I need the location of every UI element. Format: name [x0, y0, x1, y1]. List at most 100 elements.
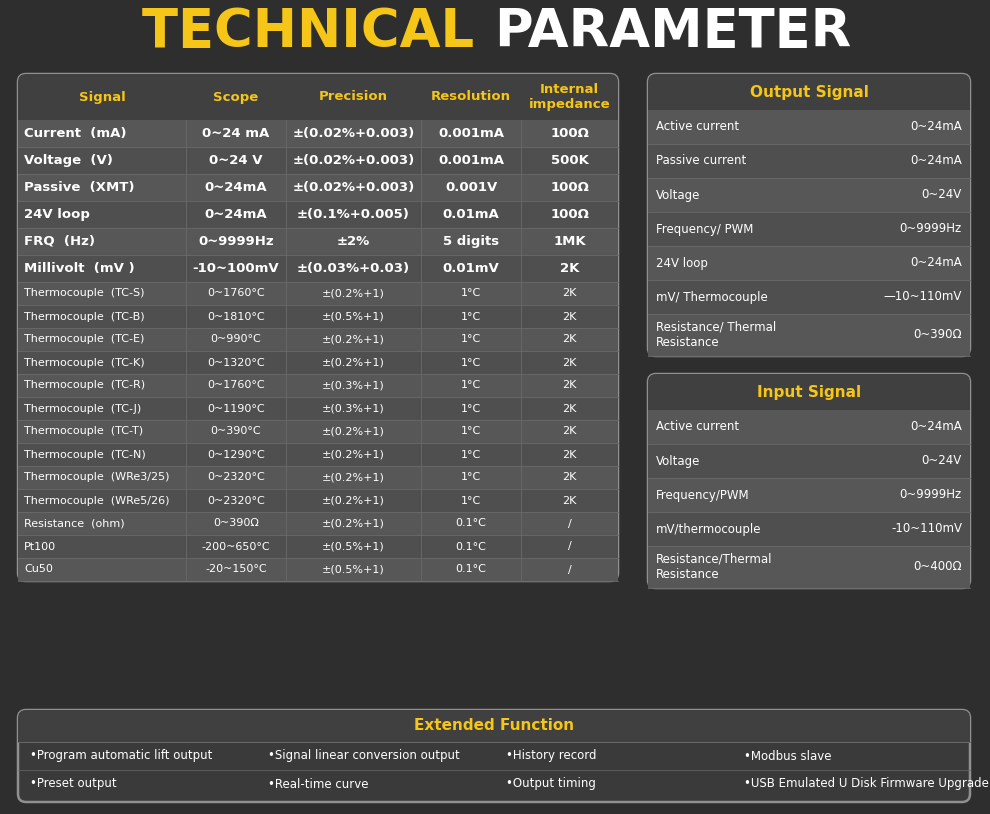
Text: 0~9999Hz: 0~9999Hz [900, 222, 962, 235]
Bar [18, 328, 618, 351]
Bar [648, 92, 970, 110]
Text: 2K: 2K [562, 449, 577, 459]
Bar [18, 397, 618, 420]
Text: Precision: Precision [319, 90, 388, 103]
Text: 0~24V: 0~24V [922, 189, 962, 202]
Bar [648, 212, 970, 246]
Text: TECHNICAL: TECHNICAL [142, 6, 492, 58]
Bar [648, 546, 970, 588]
Text: 0~24mA: 0~24mA [910, 421, 962, 434]
Text: Thermocouple  (TC-T): Thermocouple (TC-T) [24, 427, 144, 436]
Text: /: / [567, 564, 571, 575]
Text: Thermocouple  (TC-N): Thermocouple (TC-N) [24, 449, 146, 459]
Text: 0.01mV: 0.01mV [443, 262, 499, 275]
Text: ±(0.2%+1): ±(0.2%+1) [322, 496, 385, 505]
Text: ±(0.02%+0.003): ±(0.02%+0.003) [292, 154, 415, 167]
Text: Millivolt  (mV ): Millivolt (mV ) [24, 262, 135, 275]
Text: 0~9999Hz: 0~9999Hz [198, 235, 274, 248]
Text: Thermocouple  (TC-E): Thermocouple (TC-E) [24, 335, 145, 344]
Bar [648, 246, 970, 280]
Text: Voltage: Voltage [656, 189, 700, 202]
Text: 2K: 2K [562, 312, 577, 322]
Text: 0~1760°C: 0~1760°C [207, 288, 264, 299]
Text: FRQ  (Hz): FRQ (Hz) [24, 235, 95, 248]
Text: 0.1°C: 0.1°C [455, 519, 486, 528]
Text: mV/thermocouple: mV/thermocouple [656, 523, 761, 536]
FancyBboxPatch shape [648, 74, 970, 110]
Text: Active current: Active current [656, 120, 740, 133]
Text: 1°C: 1°C [461, 312, 481, 322]
Text: 2K: 2K [562, 288, 577, 299]
Text: 0.1°C: 0.1°C [455, 541, 486, 552]
Bar [18, 305, 618, 328]
Text: 1°C: 1°C [461, 335, 481, 344]
Text: /: / [567, 519, 571, 528]
Text: •USB Emulated U Disk Firmware Upgrade: •USB Emulated U Disk Firmware Upgrade [744, 777, 989, 790]
Text: 5 digits: 5 digits [443, 235, 499, 248]
Text: Thermocouple  (WRe3/25): Thermocouple (WRe3/25) [24, 472, 169, 483]
Text: ±(0.2%+1): ±(0.2%+1) [322, 449, 385, 459]
Text: Internal
impedance: Internal impedance [529, 83, 610, 111]
Text: 0~1290°C: 0~1290°C [207, 449, 265, 459]
Bar [18, 443, 618, 466]
Text: •Real-time curve: •Real-time curve [268, 777, 368, 790]
Text: Current  (mA): Current (mA) [24, 127, 127, 140]
Text: ±(0.2%+1): ±(0.2%+1) [322, 427, 385, 436]
Text: Thermocouple  (TC-K): Thermocouple (TC-K) [24, 357, 145, 367]
Bar [18, 201, 618, 228]
Text: -200~650°C: -200~650°C [202, 541, 270, 552]
Text: ±(0.2%+1): ±(0.2%+1) [322, 335, 385, 344]
Text: ±2%: ±2% [337, 235, 370, 248]
Text: 2K: 2K [562, 357, 577, 367]
Text: Frequency/PWM: Frequency/PWM [656, 488, 749, 501]
Text: ±(0.5%+1): ±(0.5%+1) [322, 541, 385, 552]
Text: Output Signal: Output Signal [749, 85, 868, 99]
Text: •History record: •History record [506, 750, 597, 763]
Text: Thermocouple  (TC-S): Thermocouple (TC-S) [24, 288, 145, 299]
Text: ±(0.03%+0.03): ±(0.03%+0.03) [297, 262, 410, 275]
FancyBboxPatch shape [648, 374, 970, 588]
Text: 2K: 2K [562, 496, 577, 505]
Text: 24V loop: 24V loop [24, 208, 90, 221]
Bar [648, 314, 970, 356]
Text: 1°C: 1°C [461, 357, 481, 367]
Text: 1MK: 1MK [553, 235, 586, 248]
Text: 500K: 500K [550, 154, 588, 167]
Text: 0~2320°C: 0~2320°C [207, 472, 265, 483]
Text: Resistance/ Thermal
Resistance: Resistance/ Thermal Resistance [656, 321, 776, 349]
Text: 0.001mA: 0.001mA [438, 127, 504, 140]
Bar [648, 144, 970, 178]
Text: 2K: 2K [562, 404, 577, 414]
Text: /: / [567, 541, 571, 552]
Bar [648, 478, 970, 512]
Text: ±(0.3%+1): ±(0.3%+1) [322, 380, 385, 391]
Text: 0~24mA: 0~24mA [910, 120, 962, 133]
Text: ±(0.02%+0.003): ±(0.02%+0.003) [292, 181, 415, 194]
Text: Pt100: Pt100 [24, 541, 56, 552]
Text: Thermocouple  (TC-B): Thermocouple (TC-B) [24, 312, 145, 322]
Text: Frequency/ PWM: Frequency/ PWM [656, 222, 753, 235]
Text: 0.001mA: 0.001mA [438, 154, 504, 167]
Text: 2K: 2K [559, 262, 579, 275]
Text: 0~24mA: 0~24mA [910, 155, 962, 168]
Bar [18, 420, 618, 443]
Bar [18, 255, 618, 282]
Text: 0.1°C: 0.1°C [455, 564, 486, 575]
Text: PARAMETER: PARAMETER [494, 6, 851, 58]
Bar [18, 726, 970, 742]
Text: •Modbus slave: •Modbus slave [744, 750, 832, 763]
Text: 2K: 2K [562, 380, 577, 391]
Text: 0~24mA: 0~24mA [910, 256, 962, 269]
Text: 0~2320°C: 0~2320°C [207, 496, 265, 505]
Text: -20~150°C: -20~150°C [205, 564, 267, 575]
Text: ±(0.5%+1): ±(0.5%+1) [322, 312, 385, 322]
Bar [18, 120, 618, 147]
Bar [18, 351, 618, 374]
Text: ±(0.2%+1): ±(0.2%+1) [322, 519, 385, 528]
Text: 0.001V: 0.001V [445, 181, 497, 194]
Text: 100Ω: 100Ω [550, 127, 589, 140]
Text: 2K: 2K [562, 335, 577, 344]
Text: 100Ω: 100Ω [550, 181, 589, 194]
Text: —10~110mV: —10~110mV [884, 291, 962, 304]
Text: 0~24mA: 0~24mA [205, 208, 267, 221]
